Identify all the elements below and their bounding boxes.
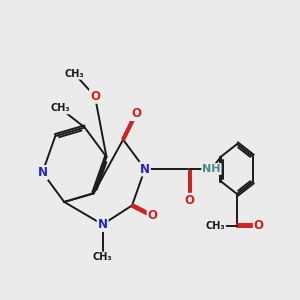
Text: N: N <box>98 218 108 231</box>
Text: O: O <box>185 194 195 207</box>
Text: O: O <box>148 209 158 222</box>
Text: N: N <box>140 163 150 176</box>
Text: CH₃: CH₃ <box>93 252 112 262</box>
Text: CH₃: CH₃ <box>51 103 70 113</box>
Text: O: O <box>254 219 264 232</box>
Text: CH₃: CH₃ <box>206 221 225 231</box>
Text: O: O <box>90 90 100 103</box>
Text: O: O <box>131 107 141 120</box>
Text: CH₃: CH₃ <box>65 69 84 79</box>
Text: NH: NH <box>202 164 221 174</box>
Text: N: N <box>38 166 47 179</box>
